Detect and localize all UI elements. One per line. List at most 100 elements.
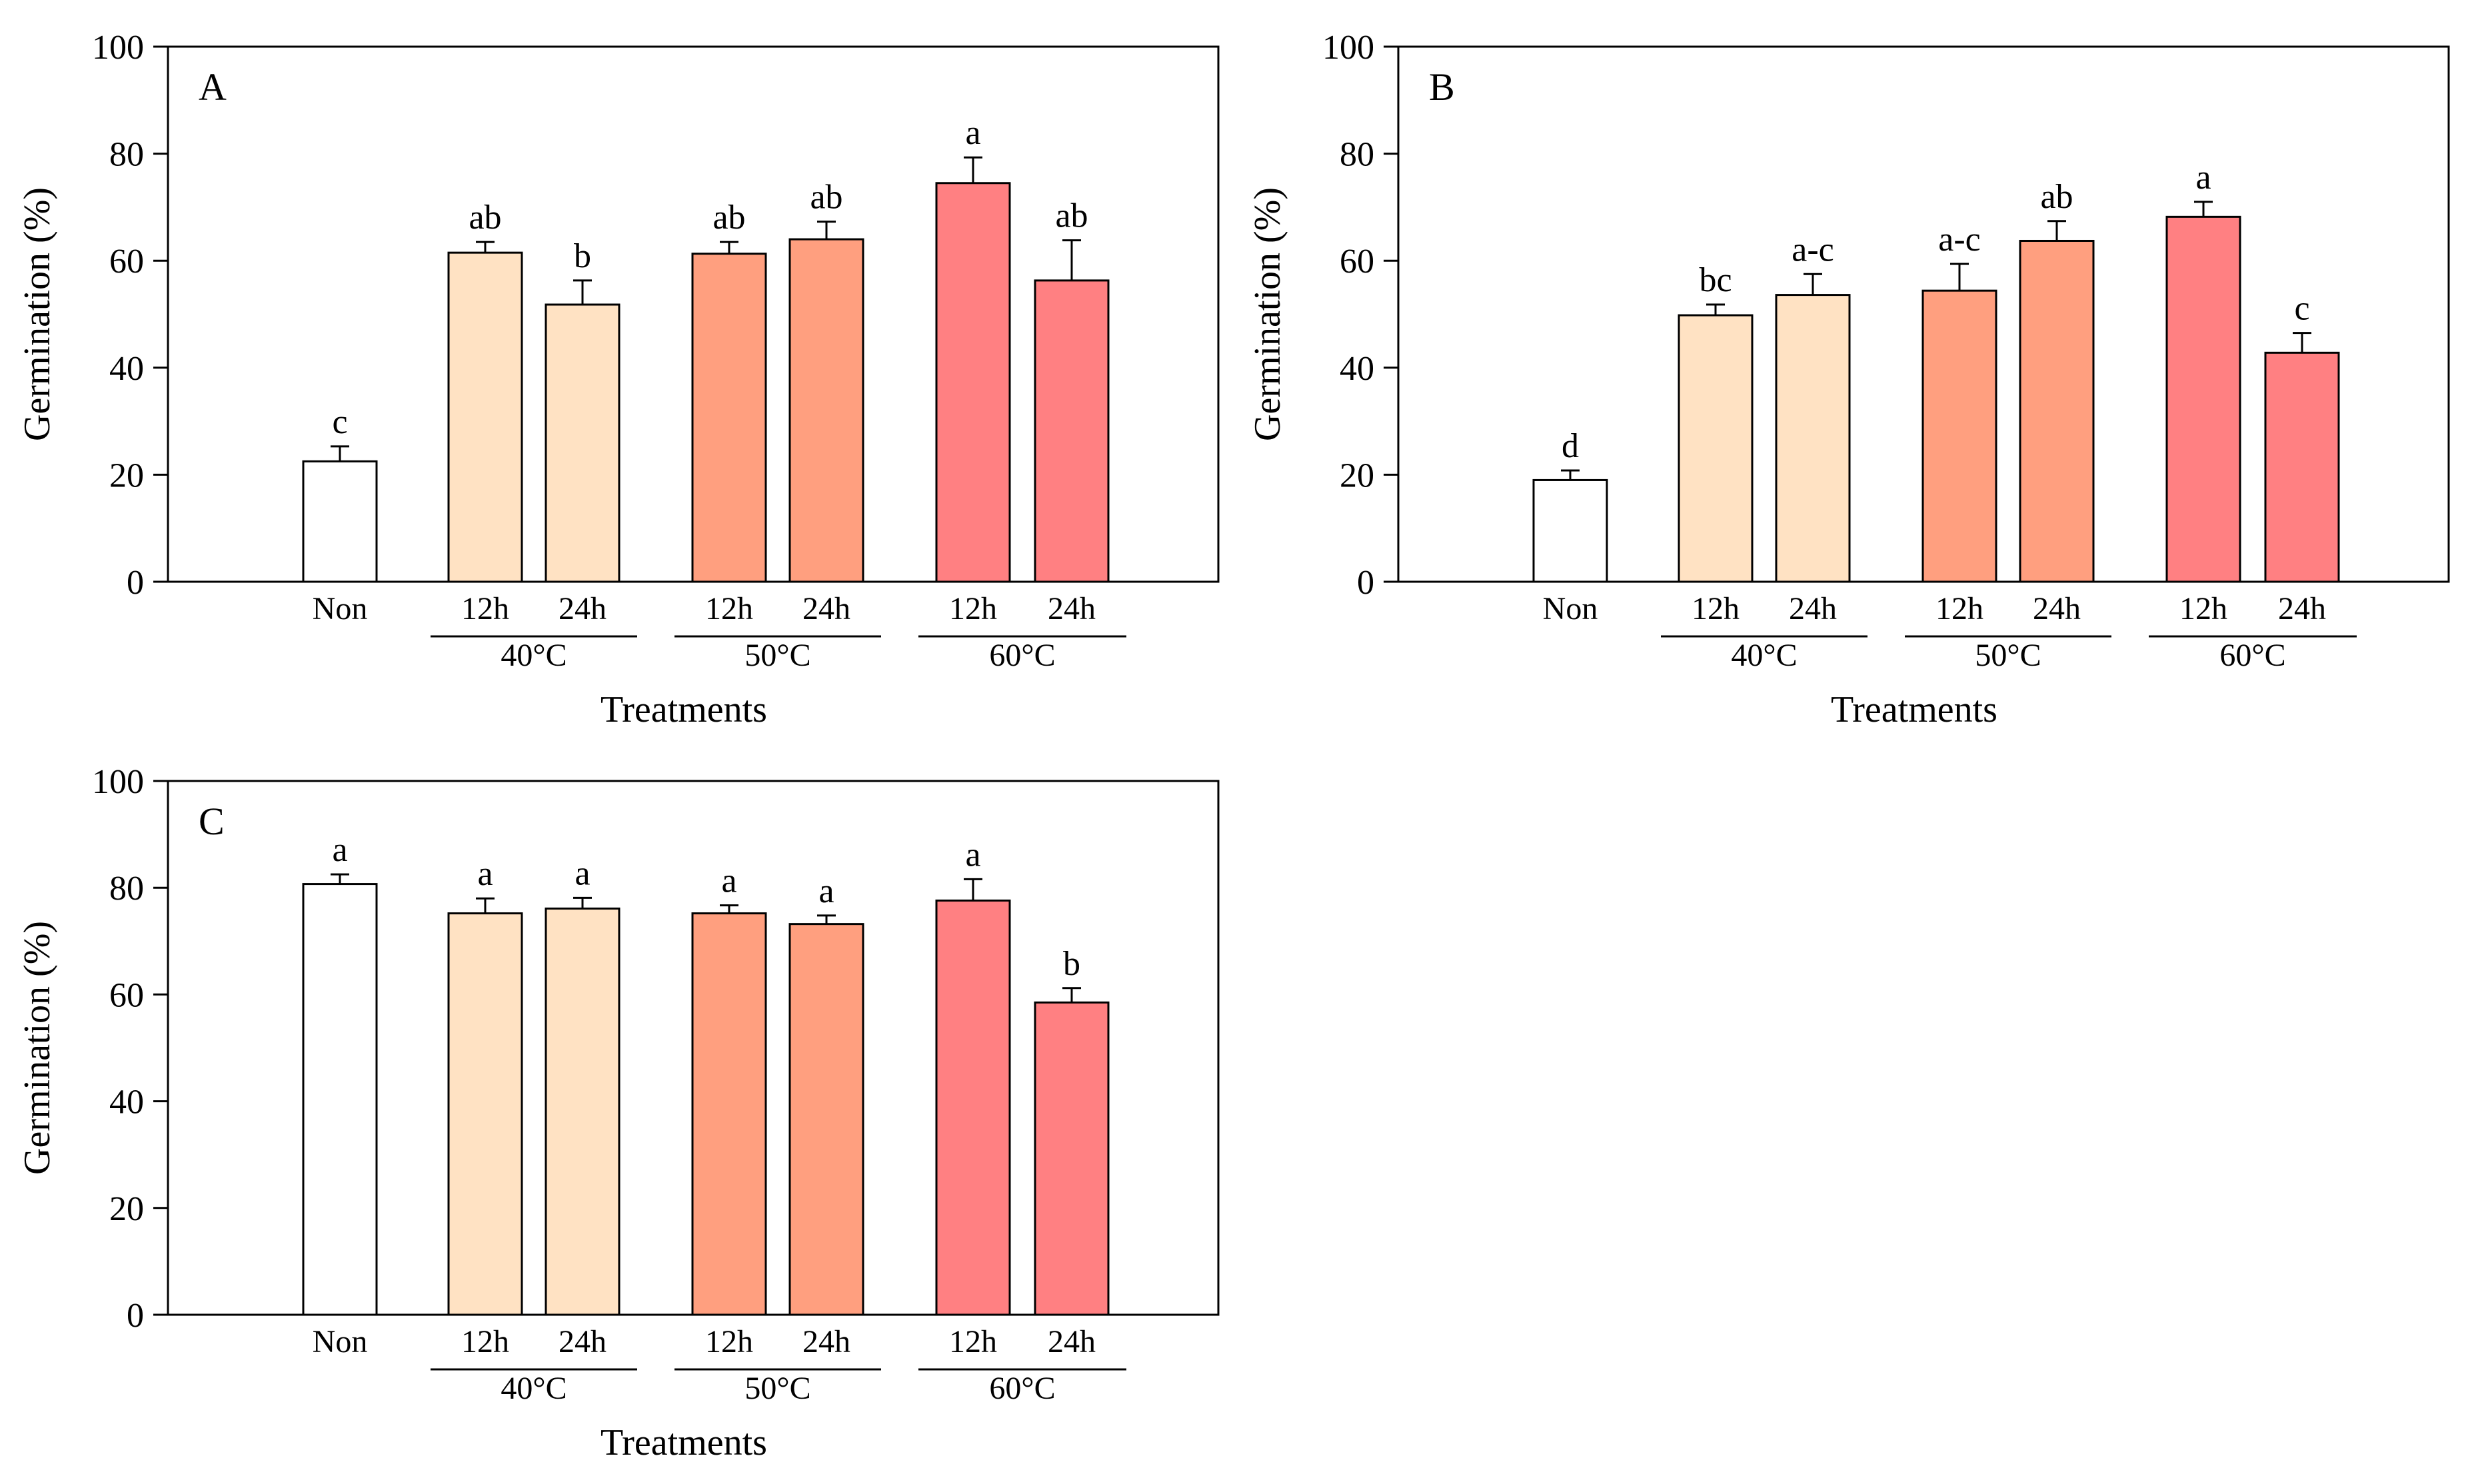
bar — [935, 899, 1011, 1316]
y-tick-label: 60 — [109, 976, 144, 1014]
y-axis-title: Germination (%) — [1247, 187, 1288, 441]
bar — [545, 303, 620, 583]
group-label: 40°C — [1731, 638, 1797, 673]
group-label: 60°C — [989, 638, 1055, 673]
significance-label: c — [2294, 290, 2309, 328]
panel-letter: B — [1429, 65, 1455, 109]
significance-label: ab — [1055, 197, 1088, 235]
significance-label: a — [575, 854, 590, 892]
category-label: 12h — [1935, 591, 1983, 626]
x-axis-title: Treatments — [601, 689, 767, 730]
bar — [2019, 239, 2095, 583]
significance-label: a — [332, 831, 347, 869]
y-tick-label: 100 — [1322, 29, 1374, 67]
category-label: 12h — [949, 591, 997, 626]
y-tick-label: 0 — [127, 1297, 144, 1335]
significance-label: a — [965, 114, 980, 152]
x-axis-title: Treatments — [1831, 689, 1997, 730]
significance-label: c — [332, 403, 347, 441]
bar — [545, 907, 620, 1316]
bar — [788, 923, 864, 1316]
significance-label: a-c — [1938, 221, 1980, 259]
category-label: 12h — [705, 1324, 753, 1359]
group-label: 50°C — [1975, 638, 2041, 673]
significance-label: a — [2195, 159, 2211, 197]
category-label: 24h — [1789, 591, 1837, 626]
bar — [1532, 478, 1608, 583]
significance-label: ab — [2040, 178, 2073, 216]
bar — [302, 883, 378, 1316]
group-label: 40°C — [501, 1371, 567, 1406]
bar — [788, 238, 864, 583]
group-label: 40°C — [501, 638, 567, 673]
y-tick-label: 100 — [92, 763, 144, 801]
category-label: 12h — [461, 1324, 509, 1359]
group-label: 60°C — [2219, 638, 2285, 673]
significance-label: b — [1063, 945, 1080, 983]
y-axis-title: Germination (%) — [17, 921, 58, 1175]
y-tick-label: 60 — [1340, 243, 1374, 281]
category-label: 12h — [2179, 591, 2227, 626]
bar — [447, 251, 523, 583]
y-tick-label: 20 — [109, 1190, 144, 1228]
bar — [302, 460, 378, 583]
bar — [1775, 294, 1851, 583]
y-tick-label: 0 — [1357, 564, 1374, 602]
category-label: Non — [1543, 591, 1598, 626]
category-label: 24h — [1048, 1324, 1096, 1359]
bar — [1034, 1001, 1110, 1316]
significance-label: a — [965, 836, 980, 874]
significance-label: a-c — [1792, 231, 1834, 269]
y-tick-label: 20 — [1340, 456, 1374, 494]
bar — [691, 912, 767, 1316]
category-label: 12h — [705, 591, 753, 626]
y-tick-label: 60 — [109, 243, 144, 281]
y-tick-label: 40 — [1340, 350, 1374, 388]
significance-label: ab — [810, 179, 842, 217]
bar — [1034, 279, 1110, 583]
bar — [447, 912, 523, 1316]
panel-letter: C — [199, 800, 225, 843]
category-label: 24h — [1048, 591, 1096, 626]
category-label: 12h — [1692, 591, 1740, 626]
significance-label: a — [818, 872, 834, 910]
significance-label: bc — [1699, 261, 1732, 299]
bar — [1921, 289, 1997, 583]
significance-label: ab — [712, 199, 745, 237]
category-label: 24h — [2278, 591, 2326, 626]
category-label: 24h — [802, 591, 850, 626]
significance-label: a — [477, 855, 493, 893]
group-label: 50°C — [744, 638, 810, 673]
bar — [691, 253, 767, 583]
bar — [2165, 215, 2241, 583]
bar — [1678, 314, 1754, 583]
significance-label: ab — [469, 199, 501, 237]
significance-label: a — [721, 862, 736, 900]
significance-label: d — [1562, 427, 1579, 465]
y-tick-label: 100 — [92, 29, 144, 67]
category-label: 24h — [559, 1324, 607, 1359]
group-label: 60°C — [989, 1371, 1055, 1406]
bar — [935, 182, 1011, 583]
y-tick-label: 40 — [109, 1084, 144, 1121]
y-tick-label: 80 — [109, 870, 144, 908]
bar — [2264, 351, 2340, 583]
y-tick-label: 20 — [109, 456, 144, 494]
panel-letter: A — [199, 65, 227, 109]
x-axis-title: Treatments — [601, 1422, 767, 1463]
y-tick-label: 80 — [1340, 136, 1374, 174]
y-tick-label: 0 — [127, 564, 144, 602]
category-label: Non — [313, 1324, 368, 1359]
category-label: 12h — [949, 1324, 997, 1359]
category-label: 24h — [802, 1324, 850, 1359]
significance-label: b — [574, 237, 591, 275]
y-tick-label: 80 — [109, 136, 144, 174]
y-axis-title: Germination (%) — [17, 187, 58, 441]
panel-a: 0 20 40 60 80 100 Ac Non ab 12h b 24h ab 12h ab 24h a 12h… — [17, 29, 1220, 730]
category-label: Non — [313, 591, 368, 626]
panel-b: 0 20 40 60 80 100 Bd Non bc 12h a-c 24h a-c 12h ab 24h a… — [1247, 29, 2450, 730]
category-label: 12h — [461, 591, 509, 626]
category-label: 24h — [2033, 591, 2081, 626]
